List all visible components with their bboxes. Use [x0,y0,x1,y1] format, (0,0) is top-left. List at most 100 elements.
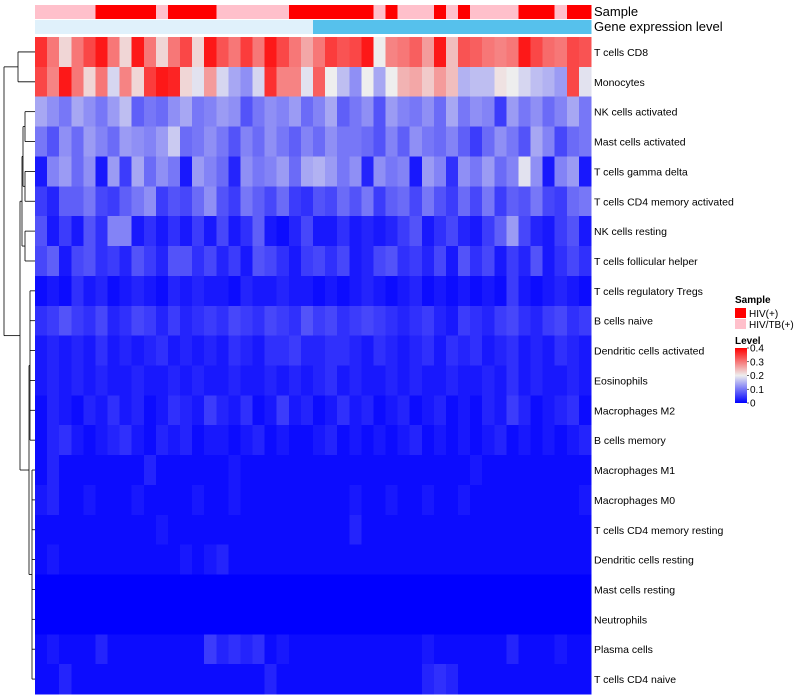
heatmap-cell [409,335,423,367]
annotation-cell [458,5,471,19]
heatmap-cell [204,96,217,128]
heatmap-cell [482,544,495,576]
heatmap-cell [325,126,338,158]
heatmap-cell [264,664,278,695]
heatmap-cell [180,484,193,516]
heatmap-cell [530,634,544,665]
heatmap-cell [119,365,133,396]
heatmap-cell [373,484,387,516]
heatmap-cell [566,604,580,635]
heatmap-cell [95,664,109,695]
annotation-cell [95,5,109,19]
heatmap-cell [204,425,217,456]
heatmap-cell [119,574,133,606]
heatmap-cell [566,574,580,606]
heatmap-cell [119,246,133,277]
heatmap-cell [578,156,592,187]
heatmap-cell [167,455,181,486]
heatmap-cell [192,484,205,516]
heatmap-cell [264,544,278,576]
heatmap-cell [59,544,72,576]
heatmap-cell [337,305,350,337]
heatmap-cell [35,544,48,576]
heatmap-cell [373,365,387,396]
heatmap-cell [95,604,109,635]
heatmap-cell [95,126,109,158]
heatmap-cell [542,604,556,635]
heatmap-cell [566,484,580,516]
heatmap-cell [542,96,556,128]
annotation-cell [131,20,145,34]
heatmap-cell [397,335,411,367]
heatmap-cell [530,275,544,307]
heatmap-cell [35,156,48,187]
heatmap-cell [421,246,435,277]
heatmap-cell [240,126,254,158]
annotation-cell [167,20,181,34]
row-labels: T cells CD8 Monocytes NK cells activated Ma… [594,47,734,686]
heatmap-cell [83,156,97,187]
heatmap-cell [119,634,133,665]
heatmap-cell [155,395,169,426]
heatmap-cell [143,574,157,606]
heatmap-cell [470,156,483,187]
heatmap-cell [288,246,302,277]
heatmap-cell [216,186,229,217]
heatmap-cell [554,664,568,695]
heatmap-cell [361,335,375,367]
heatmap-cell [300,484,314,516]
heatmap-cell [349,156,362,187]
row-dendrogram [3,51,35,680]
heatmap-cell [143,664,157,695]
heatmap-cell [409,514,423,546]
heatmap-cell [107,216,121,247]
heatmap-cell [373,37,387,68]
heatmap-cell [180,335,193,367]
heatmap-cell [240,275,254,307]
heatmap-cell [518,455,532,486]
heatmap-cell [167,275,181,307]
heatmap-cell [264,634,278,665]
sample-legend-swatch [735,308,746,318]
heatmap-cell [35,574,48,606]
sample-legend-title: Sample [735,295,771,306]
heatmap-cell [276,246,290,277]
annotation-cell [59,20,72,34]
heatmap-cell [433,156,447,187]
heatmap-cell [107,514,121,546]
heatmap-cell [337,335,350,367]
annotation-cell [240,5,254,19]
heatmap-cell [542,365,556,396]
heatmap-cell [119,395,133,426]
heatmap-cell [180,604,193,635]
heatmap-cell [518,335,532,367]
heatmap-cell [71,246,84,277]
heatmap-cell [445,156,459,187]
heatmap-cell [433,246,447,277]
heatmap-cell [83,96,97,128]
heatmap-cell [180,395,193,426]
heatmap-cell [276,186,290,217]
heatmap-cell [518,425,532,456]
heatmap-cell [167,634,181,665]
heatmap-cell [542,37,556,68]
heatmap-cell [180,574,193,606]
heatmap-cell [192,634,205,665]
heatmap-cell [433,455,447,486]
heatmap-cell [167,544,181,576]
heatmap-cell [276,484,290,516]
heatmap-cell [252,96,266,128]
heatmap-cell [445,365,459,396]
heatmap-cell [276,664,290,695]
heatmap-cell [71,216,84,247]
heatmap-cell [325,664,338,695]
heatmap-cell [155,544,169,576]
heatmap-cell [264,216,278,247]
heatmap-cell [373,275,387,307]
heatmap-cell [131,216,145,247]
heatmap-cell [107,156,121,187]
heatmap-cell [349,574,362,606]
heatmap-cell [494,514,507,546]
heatmap-cell [373,604,387,635]
heatmap-cell [530,455,544,486]
